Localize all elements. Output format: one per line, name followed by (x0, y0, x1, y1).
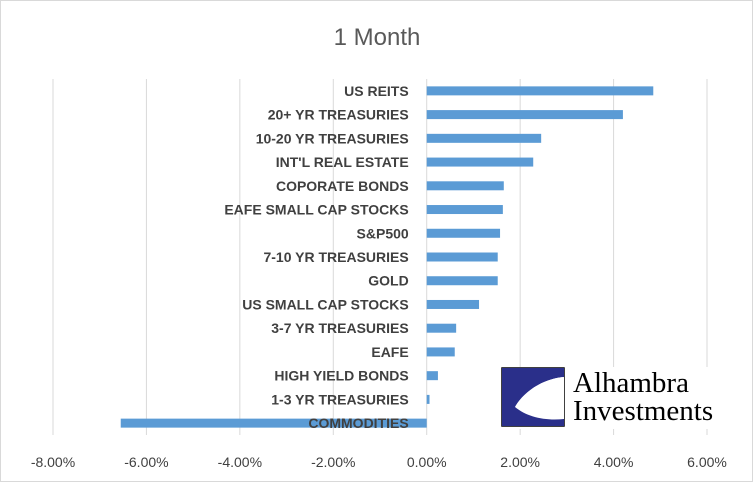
bar (426, 371, 438, 381)
category-label: EAFE SMALL CAP STOCKS (224, 202, 408, 218)
x-axis-ticks: -8.00% -6.00% -4.00% -2.00% 0.00% 2.00% 4.00% 6… (31, 454, 727, 470)
bar (120, 418, 427, 428)
category-label: 3-7 YR TREASURIES (271, 320, 408, 336)
category-label: S&P500 (357, 225, 409, 241)
x-tick-label: -6.00% (124, 454, 168, 470)
bar (426, 181, 504, 191)
x-tick-label: 0.00% (407, 454, 447, 470)
bar (426, 157, 534, 167)
bars (120, 86, 654, 428)
bar (426, 276, 498, 286)
x-tick-label: 4.00% (594, 454, 634, 470)
category-label: GOLD (368, 273, 408, 289)
x-tick-label: -4.00% (218, 454, 262, 470)
bar (426, 323, 457, 333)
alhambra-logo: Alhambra Investments (501, 367, 741, 429)
logo-line-2: Investments (573, 395, 714, 427)
bar (426, 347, 455, 357)
category-label: HIGH YIELD BONDS (274, 368, 408, 384)
bar (426, 205, 503, 215)
chart-title: 1 Month (334, 24, 421, 51)
bar (426, 252, 498, 262)
x-tick-label: 2.00% (500, 454, 540, 470)
category-label: 1-3 YR TREASURIES (271, 391, 408, 407)
category-label: INT'L REAL ESTATE (276, 154, 409, 170)
category-labels: US REITS 20+ YR TREASURIES 10-20 YR TREASU… (224, 83, 409, 431)
bar (426, 228, 501, 238)
category-label: US SMALL CAP STOCKS (242, 296, 408, 312)
alhambra-logo-icon (501, 367, 565, 427)
bar (426, 299, 480, 309)
category-label: COPORATE BONDS (276, 178, 409, 194)
category-label: US REITS (344, 83, 409, 99)
bar (426, 394, 430, 404)
category-label: 7-10 YR TREASURIES (263, 249, 408, 265)
alhambra-logo-text: Alhambra Investments (573, 367, 714, 427)
bar (426, 110, 623, 120)
logo-line-1: Alhambra (573, 367, 689, 399)
x-tick-label: -8.00% (31, 454, 75, 470)
category-label: 20+ YR TREASURIES (268, 107, 409, 123)
category-label: EAFE (371, 344, 408, 360)
category-label: 10-20 YR TREASURIES (256, 130, 409, 146)
bar (426, 86, 654, 96)
x-tick-label: 6.00% (687, 454, 727, 470)
category-label: COMMODITIES (308, 415, 408, 431)
x-tick-label: -2.00% (311, 454, 355, 470)
bar (426, 133, 542, 143)
